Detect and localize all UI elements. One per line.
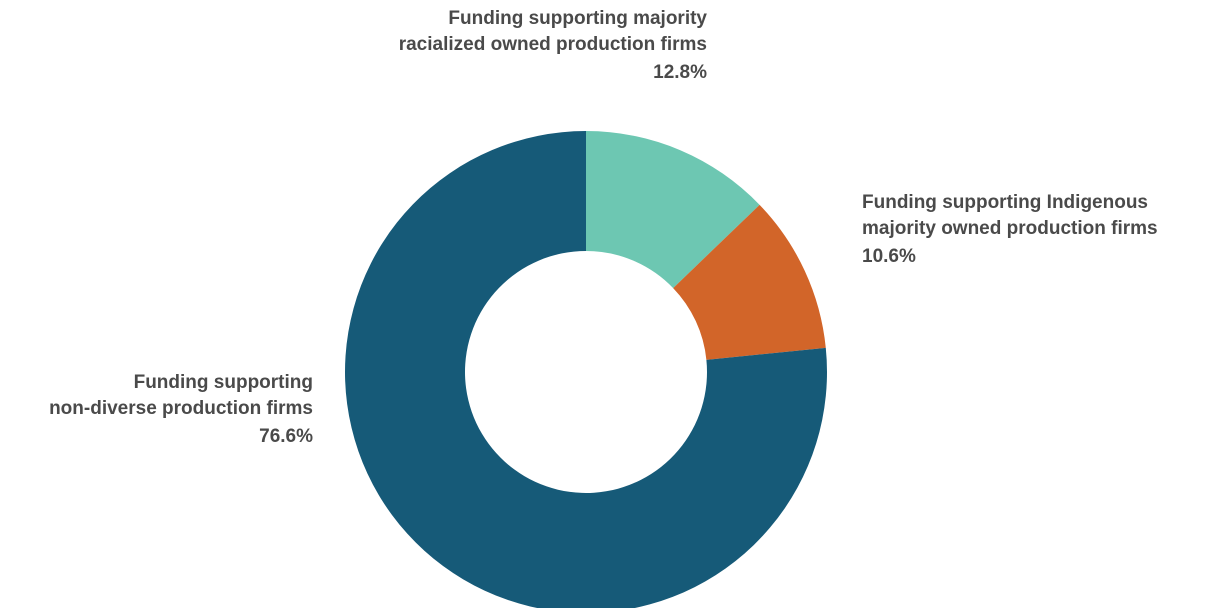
slice-label-indigenous: Funding supporting Indigenous majority o…	[862, 190, 1158, 270]
slice-label-racialized: Funding supporting majority racialized o…	[399, 6, 707, 86]
slice-label-racialized-line-1: Funding supporting majority	[448, 8, 707, 29]
slice-label-indigenous-line-1: Funding supporting Indigenous	[862, 192, 1149, 213]
slice-value-nondiverse: 76.6%	[259, 426, 313, 447]
slice-label-nondiverse: Funding supporting non-diverse productio…	[49, 370, 313, 450]
slice-indigenous	[673, 204, 826, 360]
slice-value-racialized: 12.8%	[653, 62, 707, 83]
slice-label-nondiverse-line-1: Funding supporting	[133, 372, 313, 393]
slice-nondiverse	[345, 131, 827, 608]
slice-label-racialized-line-2: racialized owned production firms	[398, 34, 707, 55]
slice-value-indigenous: 10.6%	[862, 246, 916, 267]
slice-label-indigenous-line-2: majority owned production firms	[862, 218, 1158, 239]
slice-racialized	[586, 131, 760, 289]
slice-label-nondiverse-line-2: non-diverse production firms	[49, 398, 313, 419]
